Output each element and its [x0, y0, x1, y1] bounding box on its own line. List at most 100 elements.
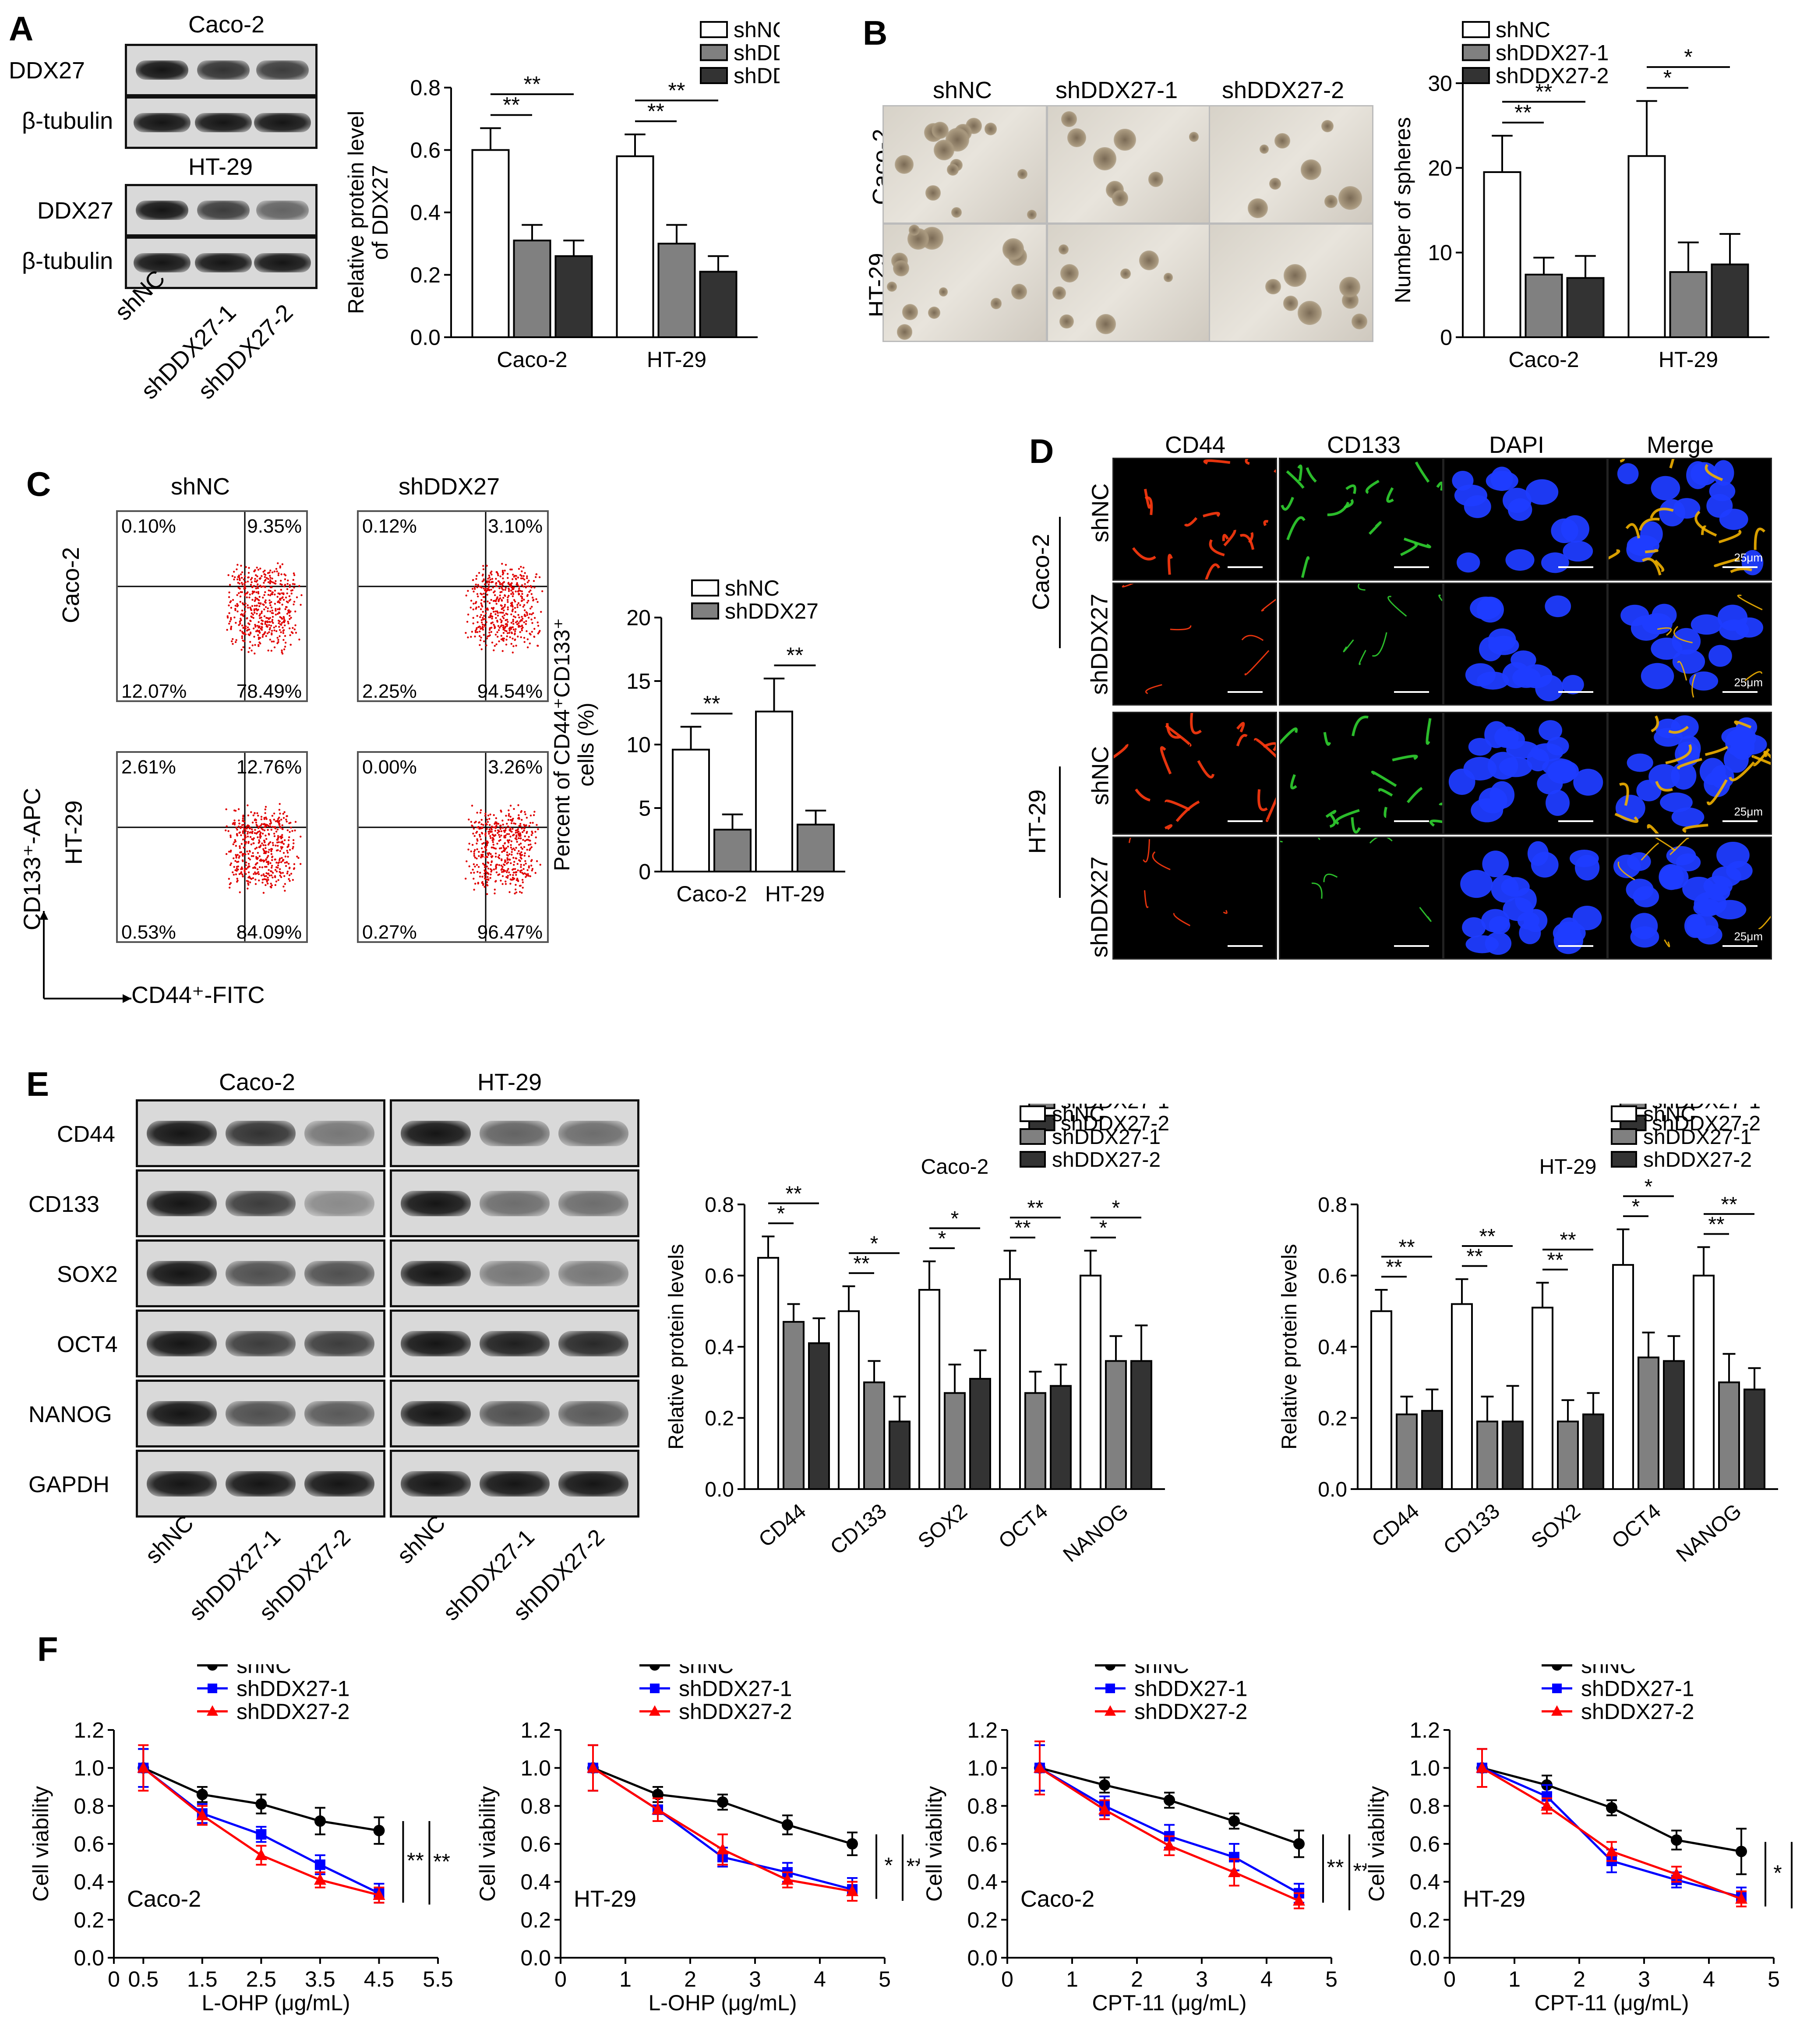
legend-label: shDDX27-1: [679, 1677, 792, 1701]
sphere-micrograph: [882, 223, 1047, 342]
chart-a-bar: 0.00.20.40.60.8Caco-2****HT-29****Relati…: [344, 18, 780, 372]
x-tick-label: 2: [1573, 1967, 1585, 1991]
scale-bar-label: 25μm: [1734, 551, 1763, 564]
significance-mark: *: [1663, 66, 1672, 90]
y-tick-label: 0.0: [967, 1946, 998, 1970]
chart-inset-label: HT-29: [1463, 1886, 1525, 1912]
y-tick-label: 1.2: [74, 1718, 104, 1743]
bar: [1638, 1356, 1659, 1490]
legend-marker: [1105, 1664, 1115, 1671]
significance-mark: **: [1514, 100, 1532, 125]
significance-mark: **: [524, 72, 541, 96]
bar: [1711, 263, 1749, 338]
if-col-4: Merge: [1647, 432, 1714, 458]
significance-mark: **: [787, 643, 804, 667]
bar: [1370, 1310, 1392, 1490]
x-tick-label: 0: [108, 1967, 120, 1991]
y-tick-label: 1.2: [967, 1718, 998, 1743]
y-tick-label: 0.8: [1318, 1193, 1347, 1217]
significance-mark: **: [1014, 1217, 1031, 1240]
legend-swatch: [700, 44, 728, 61]
immunofluorescence-image: [1112, 837, 1277, 960]
bar: [1451, 1303, 1473, 1490]
y-tick-label: 20: [1428, 156, 1452, 180]
y-tick-label: 15: [626, 669, 651, 694]
y-tick-label: 0.2: [1409, 1908, 1440, 1932]
blot-e-title-caco: Caco-2: [219, 1069, 296, 1095]
data-point: [1034, 1761, 1046, 1773]
x-tick-label: 2.5: [246, 1967, 277, 1991]
x-tick-label: 0: [1001, 1967, 1013, 1991]
scale-bar-label: 25μm: [1734, 805, 1763, 818]
blot-e-lane-label: shNC: [392, 1510, 451, 1569]
bar: [672, 748, 710, 872]
y-tick-label: 0.0: [520, 1946, 551, 1970]
chart-inset-label: HT-29: [574, 1886, 636, 1912]
bar: [1483, 171, 1521, 338]
chart-e-caco: 0.00.20.40.60.8CD44***CD133***SOX2**OCT4…: [665, 1104, 1169, 1567]
immunofluorescence-image: 25μm: [1607, 458, 1772, 581]
y-tick-label: 0.6: [410, 138, 441, 162]
flow-col-1: shNC: [171, 473, 230, 500]
y-tick-label: 0.0: [1318, 1478, 1347, 1501]
x-tick-label: NANOG: [1059, 1500, 1133, 1567]
immunofluorescence-image: [1279, 582, 1444, 706]
immunofluorescence-image: [1443, 712, 1608, 835]
data-point: [717, 1796, 728, 1808]
x-axis-label: CPT-11 (μg/mL): [1092, 1991, 1247, 2015]
legend-label: shDDX27-2: [734, 64, 780, 88]
legend-marker: [1551, 1705, 1563, 1716]
significance-mark: **: [1327, 1855, 1344, 1879]
data-point: [1476, 1761, 1488, 1773]
data-point: [587, 1761, 599, 1773]
legend-marker: [207, 1705, 218, 1716]
if-group-1: Caco-2: [1028, 533, 1055, 611]
x-tick-label: 3: [1196, 1967, 1208, 1991]
data-point: [782, 1819, 793, 1831]
flow-row-2: HT-29: [60, 800, 87, 865]
legend-swatch: [1611, 1128, 1637, 1145]
data-point: [1098, 1803, 1111, 1815]
y-tick-label: 0.6: [705, 1264, 734, 1288]
data-point: [1671, 1834, 1682, 1846]
panel-label-b: B: [863, 14, 888, 52]
flow-x-axis-label: CD44⁺-FITC: [131, 982, 265, 1008]
legend-label: shDDX27-1: [734, 41, 780, 65]
significance-mark: *: [777, 1202, 785, 1225]
bar: [1024, 1392, 1046, 1490]
significance-mark: *: [1773, 1860, 1782, 1885]
y-tick-label: 0.4: [705, 1336, 734, 1359]
x-tick-label: 4: [814, 1967, 826, 1991]
bar: [1396, 1413, 1418, 1490]
legend-label: shDDX27: [725, 599, 819, 624]
legend-label: shDDX27-1: [1496, 41, 1609, 65]
legend-label: shNC: [725, 576, 780, 600]
significance-mark: **: [1466, 1245, 1482, 1268]
legend-swatch: [700, 67, 728, 84]
data-point: [314, 1873, 326, 1885]
bar: [1525, 273, 1563, 339]
legend-swatch: [1611, 1105, 1637, 1122]
legend-label: shDDX27-2: [236, 1699, 349, 1724]
bar: [838, 1310, 860, 1490]
bar: [616, 155, 654, 338]
x-tick-label: CD44: [755, 1500, 811, 1552]
blot-e-row-label: CD44: [57, 1122, 115, 1147]
bar: [1744, 1388, 1765, 1490]
y-axis-label: Percent of CD44⁺CD133⁺: [552, 618, 574, 871]
bar: [713, 829, 752, 872]
immunofluorescence-image: [1279, 458, 1444, 581]
blot-e-strip: [390, 1310, 639, 1377]
data-point: [846, 1885, 858, 1896]
flow-cytometry-plot: 0.00% 3.26% 0.27% 96.47%: [357, 751, 549, 943]
data-point: [1163, 1839, 1175, 1851]
x-tick-label: 4.5: [364, 1967, 395, 1991]
immunofluorescence-image: [1279, 712, 1444, 835]
y-axis-label: Relative protein levels: [1278, 1244, 1301, 1450]
legend-label: shDDX27-1: [1652, 1104, 1761, 1113]
significance-mark: **: [1398, 1236, 1415, 1259]
blot-a-ht-tubulin: [125, 237, 318, 289]
y-tick-label: 0.8: [1409, 1794, 1440, 1818]
bar: [808, 1342, 830, 1490]
x-tick-label: 4: [1703, 1967, 1715, 1991]
